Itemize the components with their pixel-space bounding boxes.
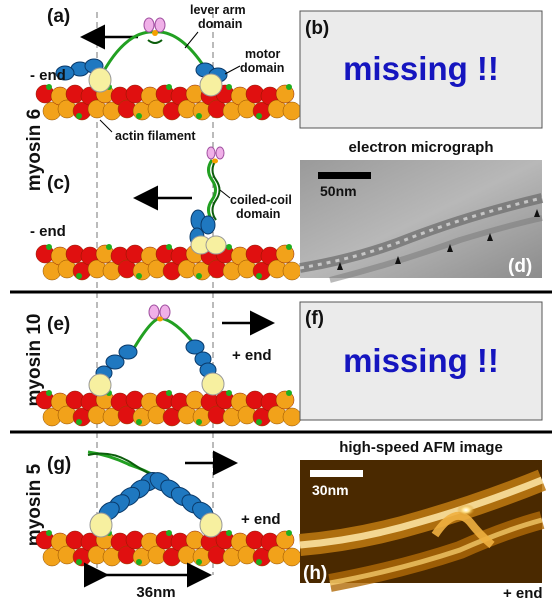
panel-b: (b) missing !! — [299, 10, 543, 129]
binding-site-dot — [76, 559, 82, 565]
minus-end-label-a: - end — [30, 67, 66, 84]
myosin-10-molecule-e — [88, 304, 225, 397]
motor-annotation: motor domain — [224, 47, 284, 75]
afm-scale-text: 30nm — [312, 482, 349, 498]
minus-end-label-c: - end — [30, 223, 66, 240]
binding-site-dot — [226, 530, 232, 536]
lever-arm-text-2: domain — [198, 17, 242, 31]
binding-site-dot — [226, 244, 232, 250]
binding-site-dot — [46, 84, 52, 90]
afm-scale-bar — [310, 470, 363, 477]
binding-site-dot — [136, 273, 142, 279]
afm-title: high-speed AFM image — [339, 439, 503, 456]
binding-site-dot — [196, 113, 202, 119]
binding-site-dot — [196, 559, 202, 565]
binding-site-dot — [286, 390, 292, 396]
plus-end-label-h: + end — [503, 585, 543, 602]
panel-e-letter: (e) — [47, 314, 70, 335]
motor-text-1: motor — [245, 47, 281, 61]
binding-site-dot — [256, 113, 262, 119]
binding-site-dot — [76, 113, 82, 119]
panel-f-letter: (f) — [305, 308, 324, 329]
panel-h-letter: (h) — [303, 563, 327, 584]
binding-site-dot — [286, 244, 292, 250]
panel-a-letter: (a) — [47, 6, 70, 27]
binding-site-dot — [46, 530, 52, 536]
myosin-6-molecule-a — [55, 17, 228, 97]
binding-site-dot — [166, 390, 172, 396]
actin-filament-a — [35, 84, 302, 121]
lever-arm-annotation: lever arm domain — [184, 3, 246, 49]
panel-d-letter: (d) — [508, 256, 532, 277]
binding-site-dot — [226, 84, 232, 90]
binding-site-dot — [166, 244, 172, 250]
lever-arm-text-1: lever arm — [190, 3, 246, 17]
actin-monomer — [282, 547, 302, 567]
binding-site-dot — [256, 559, 262, 565]
myosin-5-molecule-g — [87, 450, 223, 538]
coiled-coil-text-1: coiled-coil — [230, 193, 292, 207]
binding-site-dot — [136, 419, 142, 425]
step-size-label: 36nm — [136, 584, 175, 601]
motor-text-2: domain — [240, 61, 284, 75]
binding-site-dot — [166, 530, 172, 536]
binding-site-dot — [76, 419, 82, 425]
binding-site-dot — [196, 273, 202, 279]
binding-site-dot — [256, 419, 262, 425]
panel-g-letter: (g) — [47, 454, 71, 475]
myosin-6-molecule-c — [189, 146, 227, 255]
binding-site-dot — [136, 559, 142, 565]
binding-site-dot — [286, 84, 292, 90]
actin-monomer — [282, 407, 302, 427]
plus-end-label-g: + end — [241, 511, 281, 528]
binding-site-dot — [46, 390, 52, 396]
binding-site-dot — [106, 244, 112, 250]
actin-filament-c — [35, 244, 302, 281]
actin-monomer — [282, 261, 302, 281]
binding-site-dot — [196, 419, 202, 425]
panel-c-letter: (c) — [47, 173, 70, 194]
binding-site-dot — [286, 530, 292, 536]
binding-site-dot — [136, 113, 142, 119]
actin-filament-g — [35, 530, 302, 567]
coiled-coil-annotation: coiled-coil domain — [219, 189, 292, 221]
plus-end-label-e: + end — [232, 347, 272, 364]
binding-site-dot — [166, 84, 172, 90]
actin-monomer — [282, 101, 302, 121]
missing-text-b: missing !! — [343, 50, 499, 87]
myosin-10-label: myosin 10 — [24, 314, 45, 407]
em-scale-text: 50nm — [320, 183, 357, 199]
actin-annotation: actin filament — [99, 119, 196, 143]
actin-filament-text: actin filament — [115, 129, 196, 143]
binding-site-dot — [256, 273, 262, 279]
em-scale-bar — [318, 172, 371, 179]
actin-filament-e — [35, 390, 302, 427]
electron-micrograph-image: 50nm (d) — [299, 160, 544, 283]
panel-f: (f) missing !! — [299, 301, 543, 421]
binding-site-dot — [76, 273, 82, 279]
binding-site-dot — [46, 244, 52, 250]
myosin-6-label: myosin 6 — [24, 109, 45, 191]
binding-site-dot — [226, 390, 232, 396]
missing-text-f: missing !! — [343, 342, 499, 379]
em-title: electron micrograph — [348, 139, 493, 156]
panel-b-letter: (b) — [305, 18, 329, 39]
myosin-5-label: myosin 5 — [24, 463, 45, 546]
coiled-coil-text-2: domain — [236, 207, 280, 221]
afm-image: 30nm (h) — [299, 460, 547, 592]
